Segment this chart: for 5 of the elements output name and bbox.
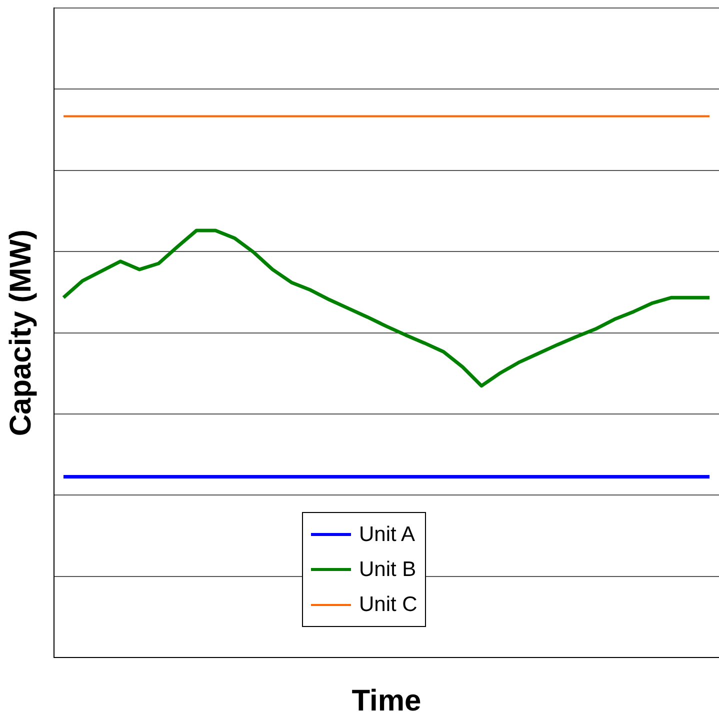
legend-label: Unit B <box>359 558 416 582</box>
legend-label: Unit A <box>359 522 416 546</box>
x-axis-title: Time <box>352 684 422 718</box>
legend-label: Unit C <box>359 592 418 616</box>
y-axis-title: Capacity (MW) <box>4 229 38 436</box>
